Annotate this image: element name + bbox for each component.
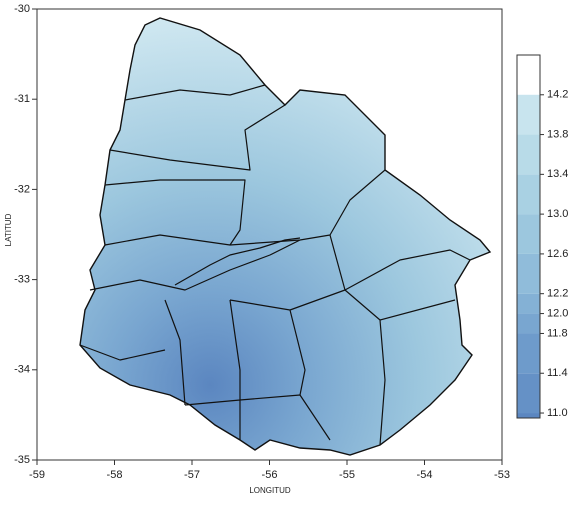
colorbar-band <box>517 313 540 334</box>
river <box>174 237 301 286</box>
colorbar-tick-label: 11.4 <box>547 367 568 379</box>
colorbar-band <box>517 253 540 294</box>
colorbar-band <box>517 174 540 215</box>
y-tick-label: -31 <box>14 93 30 105</box>
y-axis-label: LATITUD <box>4 213 13 246</box>
x-tick-label: -58 <box>107 469 123 481</box>
department-border <box>164 299 331 441</box>
y-tick-label: -34 <box>14 364 30 376</box>
colorbar-tick-label: 11.0 <box>547 407 568 419</box>
x-tick-label: -59 <box>29 469 45 481</box>
y-tick-label: -30 <box>14 3 30 15</box>
map <box>79 17 492 456</box>
department-border <box>229 289 456 446</box>
y-tick-label: -33 <box>14 274 30 286</box>
department-border <box>79 344 166 361</box>
colorbar-band <box>517 333 540 374</box>
department-border <box>124 84 266 101</box>
x-tick-label: -54 <box>417 469 433 481</box>
colorbar-band <box>517 134 540 175</box>
x-tick-label: -55 <box>339 469 355 481</box>
x-tick-label: -53 <box>494 469 510 481</box>
colorbar-band <box>517 413 540 418</box>
colorbar-band <box>517 373 540 414</box>
y-tick-label: -35 <box>14 454 30 466</box>
x-axis-label: LONGITUD <box>249 486 291 495</box>
colorbar-tick-label: 12.2 <box>547 288 568 300</box>
x-tick-label: -57 <box>184 469 200 481</box>
colorbar-tick-label: 13.8 <box>547 128 568 140</box>
colorbar-frame <box>516 54 541 419</box>
colorbar-tick-label: 12.0 <box>547 307 568 319</box>
department-border <box>109 104 286 171</box>
colorbar-band <box>517 94 540 135</box>
colorbar-tick-label: 12.6 <box>547 248 568 260</box>
department-border <box>89 239 301 291</box>
country-shape <box>79 17 492 456</box>
colorbar-tick-label: 13.4 <box>547 168 568 180</box>
colorbar-tick-label: 14.2 <box>547 89 568 101</box>
department-border <box>104 179 246 246</box>
x-tick-label: -56 <box>262 469 278 481</box>
y-tick-label: -32 <box>14 183 30 195</box>
colorbar-tick-label: 11.8 <box>547 327 568 339</box>
colorbar-band <box>517 214 540 254</box>
department-border <box>329 234 471 291</box>
colorbar-band <box>517 293 540 314</box>
colorbar-tick-label: 13.0 <box>547 208 568 220</box>
